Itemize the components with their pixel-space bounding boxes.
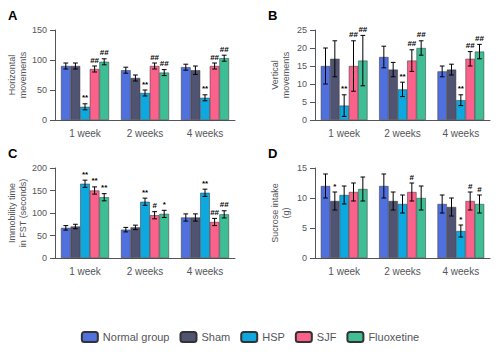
svg-text:**: ** [341, 84, 348, 93]
svg-text:##: ## [220, 200, 229, 209]
svg-text:100: 100 [32, 55, 47, 65]
svg-text:**: ** [101, 183, 108, 192]
svg-text:4 weeks: 4 weeks [187, 128, 224, 139]
svg-text:150: 150 [32, 186, 47, 196]
svg-text:2 weeks: 2 weeks [127, 128, 164, 139]
svg-text:Sucrose intake: Sucrose intake [270, 183, 280, 243]
svg-text:10: 10 [297, 193, 307, 203]
svg-text:**: ** [82, 170, 89, 179]
svg-text:**: ** [142, 80, 149, 89]
svg-text:#: # [477, 185, 482, 194]
svg-text:##: ## [220, 45, 229, 54]
svg-text:1 week: 1 week [69, 266, 102, 277]
svg-text:Horizontal: Horizontal [7, 55, 17, 96]
svg-text:Immobility time: Immobility time [7, 183, 17, 243]
svg-text:5: 5 [302, 223, 307, 233]
svg-text:A: A [8, 8, 18, 23]
svg-text:##: ## [210, 53, 219, 62]
svg-text:200: 200 [32, 163, 47, 173]
svg-text:*: * [333, 182, 337, 191]
svg-text:4 weeks: 4 weeks [187, 266, 224, 277]
svg-text:*: * [459, 215, 463, 224]
svg-text:1 week: 1 week [328, 266, 361, 277]
svg-text:2 weeks: 2 weeks [384, 128, 421, 139]
svg-text:#: # [468, 182, 473, 191]
svg-text:##: ## [475, 34, 484, 43]
svg-text:HSP: HSP [262, 331, 285, 343]
svg-text:##: ## [466, 41, 475, 50]
svg-text:2 weeks: 2 weeks [384, 266, 421, 277]
svg-text:5: 5 [302, 97, 307, 107]
svg-text:**: ** [202, 84, 209, 93]
svg-text:0: 0 [302, 115, 307, 125]
svg-text:movements: movements [18, 51, 28, 98]
svg-text:**: ** [458, 84, 465, 93]
svg-text:##: ## [210, 208, 219, 217]
svg-text:#: # [152, 201, 157, 210]
svg-text:##: ## [160, 59, 169, 68]
svg-text:150: 150 [32, 25, 47, 35]
svg-text:4 weeks: 4 weeks [442, 266, 479, 277]
svg-text:**: ** [399, 72, 406, 81]
svg-text:15: 15 [297, 163, 307, 173]
svg-text:1 week: 1 week [69, 128, 102, 139]
svg-text:in FST (seconds): in FST (seconds) [18, 179, 28, 247]
svg-text:movements: movements [281, 51, 291, 98]
svg-text:(g): (g) [281, 207, 291, 218]
svg-text:Vertical: Vertical [270, 60, 280, 90]
svg-text:**: ** [91, 176, 98, 185]
svg-text:*: * [163, 200, 167, 209]
svg-text:Sham: Sham [201, 331, 230, 343]
svg-text:##: ## [150, 53, 159, 62]
svg-text:SJF: SJF [317, 331, 337, 343]
svg-text:##: ## [358, 25, 367, 34]
svg-text:Fluoxetine: Fluoxetine [368, 331, 419, 343]
svg-text:#: # [410, 173, 415, 182]
svg-text:25: 25 [297, 25, 307, 35]
svg-text:0: 0 [42, 253, 47, 263]
svg-text:100: 100 [32, 208, 47, 218]
svg-text:B: B [268, 8, 277, 23]
svg-text:D: D [268, 146, 277, 161]
svg-text:1 week: 1 week [328, 128, 361, 139]
svg-text:15: 15 [297, 61, 307, 71]
svg-text:Normal group: Normal group [103, 331, 170, 343]
svg-text:**: ** [82, 93, 89, 102]
svg-text:##: ## [90, 56, 99, 65]
svg-text:10: 10 [297, 79, 307, 89]
svg-text:C: C [8, 146, 18, 161]
svg-text:0: 0 [42, 115, 47, 125]
svg-text:##: ## [407, 39, 416, 48]
svg-text:4 weeks: 4 weeks [442, 128, 479, 139]
svg-text:##: ## [417, 30, 426, 39]
svg-text:0: 0 [302, 253, 307, 263]
svg-text:##: ## [349, 30, 358, 39]
svg-text:**: ** [142, 188, 149, 197]
svg-text:2 weeks: 2 weeks [127, 266, 164, 277]
svg-text:50: 50 [37, 231, 47, 241]
svg-text:20: 20 [297, 43, 307, 53]
svg-text:##: ## [100, 48, 109, 57]
svg-text:50: 50 [37, 85, 47, 95]
svg-text:**: ** [202, 179, 209, 188]
